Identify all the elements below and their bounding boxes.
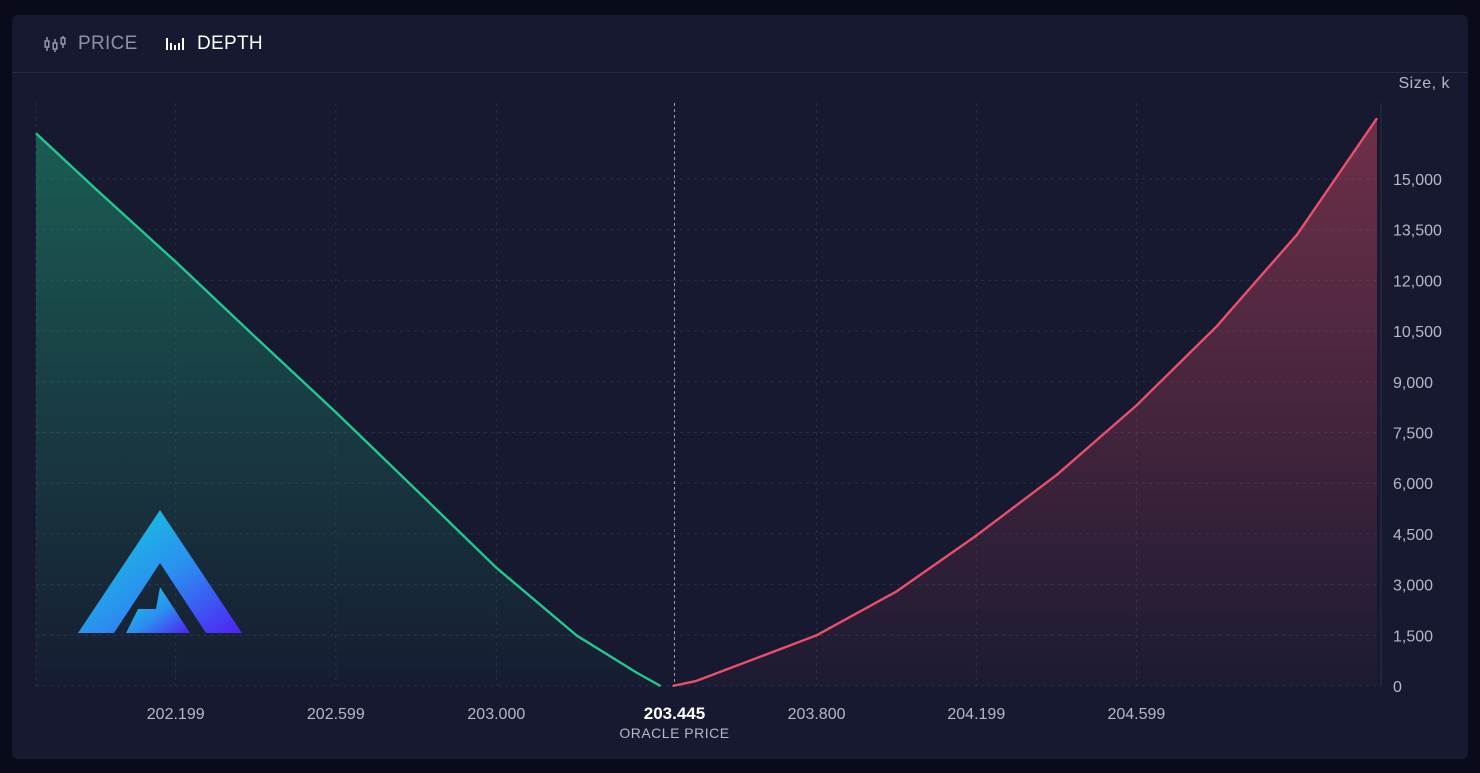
y-tick-label: 7,500 xyxy=(1393,426,1433,443)
tab-price[interactable]: PRICE xyxy=(44,15,138,73)
oracle-price-value: 203.445 xyxy=(644,704,705,723)
brand-logo xyxy=(78,510,242,633)
y-tick-label: 9,000 xyxy=(1393,375,1433,392)
bar-chart-icon xyxy=(166,38,184,50)
y-tick-label: 0 xyxy=(1393,679,1402,696)
y-tick-label: 4,500 xyxy=(1393,527,1433,544)
ask-depth-line xyxy=(672,117,1378,688)
tab-depth[interactable]: DEPTH xyxy=(165,15,263,73)
y-tick-label: 3,000 xyxy=(1393,578,1433,595)
depth-chart: 202.199 202.599 203.000 203.800 204.199 204.5… xyxy=(35,75,1450,741)
x-tick-label: 202.599 xyxy=(307,706,365,723)
tab-depth-label: DEPTH xyxy=(197,33,263,54)
depth-lines xyxy=(35,117,1378,688)
depth-areas xyxy=(36,118,1377,686)
y-tick-label: 15,000 xyxy=(1393,172,1442,189)
tab-price-label: PRICE xyxy=(78,33,138,54)
x-tick-label: 204.199 xyxy=(947,706,1005,723)
chart-tab-bar: PRICE DEPTH xyxy=(12,15,1468,73)
y-tick-label: 1,500 xyxy=(1393,628,1433,645)
bid-depth-line xyxy=(35,132,662,688)
bid-depth-area xyxy=(36,133,661,686)
y-axis-ticks: 0 1,500 3,000 4,500 6,000 7,500 9,000 10,500 12,… xyxy=(1393,172,1442,696)
x-axis-ticks: 202.199 202.599 203.000 203.800 204.199 204.5… xyxy=(147,706,1166,723)
y-tick-label: 13,500 xyxy=(1393,223,1442,240)
oracle-price-caption: ORACLE PRICE xyxy=(619,725,729,741)
ask-depth-area xyxy=(672,118,1377,686)
y-tick-label: 6,000 xyxy=(1393,476,1433,493)
y-tick-label: 12,000 xyxy=(1393,273,1442,290)
candlestick-icon xyxy=(44,36,66,52)
x-tick-label: 203.800 xyxy=(788,706,846,723)
depth-chart-panel: PRICE DEPTH xyxy=(12,15,1468,759)
x-tick-label: 204.599 xyxy=(1107,706,1165,723)
x-tick-label: 203.000 xyxy=(467,706,525,723)
y-axis-label: Size, k xyxy=(1398,75,1450,92)
x-tick-label: 202.199 xyxy=(147,706,205,723)
y-tick-label: 10,500 xyxy=(1393,324,1442,341)
